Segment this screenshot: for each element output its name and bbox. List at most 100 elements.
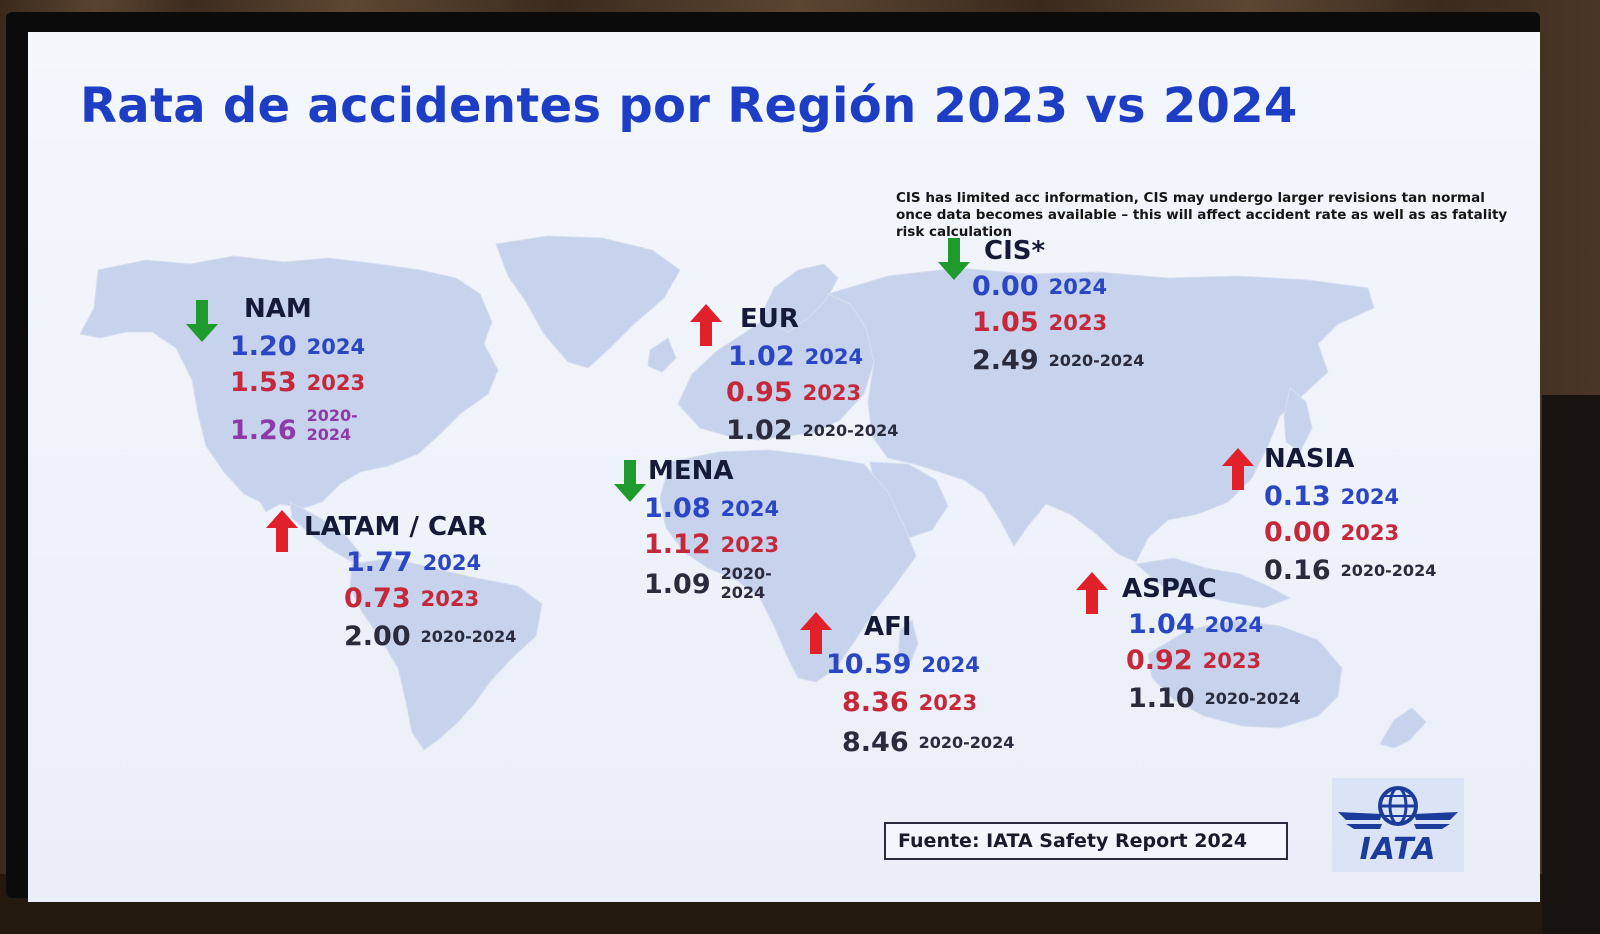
cis-disclaimer-note: CIS has limited acc information, CIS may… <box>896 190 1508 240</box>
rate-2023-row: 0.00 2023 <box>1264 518 1399 548</box>
rate-2024-row: 0.00 2024 <box>972 272 1107 302</box>
rate-2023-label: 2023 <box>1048 311 1108 335</box>
rate-average-value: 2.49 <box>972 345 1039 376</box>
rate-average-value: 1.02 <box>726 415 793 446</box>
tv-bezel: Rata de accidentes por Región 2023 vs 20… <box>6 12 1540 902</box>
rate-2024-label: 2024 <box>804 345 864 369</box>
rate-average-label: 2020-2024 <box>1204 689 1301 708</box>
rate-average-label: 2020-2024 <box>720 564 772 602</box>
rate-2023-value: 0.95 <box>726 377 793 408</box>
region-name: NASIA <box>1264 444 1355 474</box>
rate-2024-row: 10.59 2024 <box>826 650 980 680</box>
region-name: ASPAC <box>1122 574 1217 604</box>
landmass-new-zealand <box>1379 707 1427 749</box>
world-map <box>79 235 1427 751</box>
landmass-uk <box>647 337 677 373</box>
rate-2023-row: 0.73 2023 <box>344 584 479 614</box>
rate-average-row: 2.49 2020-2024 <box>972 346 1144 376</box>
landmass-central-america <box>289 501 363 563</box>
up-arrow-icon <box>1076 572 1108 614</box>
rate-2024-label: 2024 <box>422 551 482 575</box>
rate-average-value: 0.16 <box>1264 555 1331 586</box>
rate-2023-label: 2023 <box>306 371 366 395</box>
rate-average-value: 2.00 <box>344 621 411 652</box>
landmass-north-america <box>79 255 499 513</box>
rate-2024-label: 2024 <box>720 497 780 521</box>
rate-2024-value: 0.00 <box>972 271 1039 302</box>
landmass-southeast-asia <box>1134 557 1292 609</box>
rate-2023-value: 1.53 <box>230 367 297 398</box>
rate-average-label: 2020-2024 <box>1340 561 1437 580</box>
rate-2024-row: 1.02 2024 <box>728 342 863 372</box>
landmass-madagascar <box>897 619 919 669</box>
region-name: AFI <box>864 612 912 642</box>
rate-2024-label: 2024 <box>921 653 980 677</box>
iata-logo-text: IATA <box>1359 832 1437 867</box>
up-arrow-icon <box>1222 448 1254 490</box>
region-name: CIS* <box>984 236 1046 266</box>
rate-average-label: 2020-2024 <box>1048 351 1145 370</box>
rate-average-row: 1.10 2020-2024 <box>1128 684 1300 714</box>
rate-2023-value: 0.92 <box>1126 645 1193 676</box>
rate-2023-row: 0.92 2023 <box>1126 646 1261 676</box>
rate-2024-value: 1.77 <box>346 547 413 578</box>
rate-average-row: 1.26 2020-2024 <box>230 406 367 446</box>
rate-average-row: 0.16 2020-2024 <box>1264 556 1436 586</box>
rate-2023-label: 2023 <box>1202 649 1262 673</box>
region-name: LATAM / CAR <box>304 512 488 542</box>
region-name: MENA <box>648 456 734 486</box>
rate-2024-label: 2024 <box>1048 275 1108 299</box>
landmass-scandinavia <box>759 263 839 333</box>
rate-2024-value: 1.04 <box>1128 609 1195 640</box>
rate-2024-row: 1.04 2024 <box>1128 610 1263 640</box>
rate-average-label: 2020-2024 <box>306 406 358 444</box>
rate-2023-label: 2023 <box>802 381 862 405</box>
rate-2023-value: 0.00 <box>1264 517 1331 548</box>
rate-average-row: 2.00 2020-2024 <box>344 622 516 652</box>
rate-2023-value: 1.12 <box>644 529 711 560</box>
rate-average-row: 1.09 2020-2024 <box>644 564 781 602</box>
rate-2023-row: 1.05 2023 <box>972 308 1107 338</box>
page-title: Rata de accidentes por Región 2023 vs 20… <box>80 78 1298 134</box>
landmass-africa <box>659 449 917 683</box>
rate-2024-row: 1.20 2024 <box>230 332 365 362</box>
rate-2023-row: 0.95 2023 <box>726 378 861 408</box>
rate-average-value: 1.09 <box>644 569 711 600</box>
rate-2023-row: 8.36 2023 <box>842 688 977 718</box>
down-arrow-icon <box>186 300 218 342</box>
landmass-greenland <box>495 235 681 369</box>
source-citation: Fuente: IATA Safety Report 2024 <box>884 822 1288 860</box>
landmass-south-america <box>349 557 543 751</box>
rate-2023-row: 1.12 2023 <box>644 530 779 560</box>
rate-2024-row: 0.13 2024 <box>1264 482 1399 512</box>
up-arrow-icon <box>800 612 832 654</box>
rate-average-label: 2020-2024 <box>918 733 1015 752</box>
iata-logo: IATA <box>1332 778 1464 872</box>
rate-2024-label: 2024 <box>306 335 366 359</box>
rate-2024-value: 1.20 <box>230 331 297 362</box>
rate-2024-value: 1.02 <box>728 341 795 372</box>
rate-2024-row: 1.77 2024 <box>346 548 481 578</box>
region-name: EUR <box>740 304 799 334</box>
down-arrow-icon <box>938 238 970 280</box>
rate-2024-label: 2024 <box>1204 613 1264 637</box>
up-arrow-icon <box>690 304 722 346</box>
globe-icon <box>1338 786 1458 829</box>
landmass-australia <box>1147 619 1343 729</box>
speaker-cabinet <box>1542 395 1600 934</box>
rate-2023-label: 2023 <box>918 691 978 715</box>
rate-2024-label: 2024 <box>1340 485 1400 509</box>
rate-2023-row: 1.53 2023 <box>230 368 365 398</box>
rate-2023-label: 2023 <box>1340 521 1400 545</box>
landmass-japan <box>1283 387 1313 453</box>
rate-2023-value: 1.05 <box>972 307 1039 338</box>
rate-average-row: 1.02 2020-2024 <box>726 416 898 446</box>
slide-screen: Rata de accidentes por Región 2023 vs 20… <box>28 32 1540 902</box>
rate-average-value: 8.46 <box>842 727 909 758</box>
rate-2024-value: 10.59 <box>826 649 912 680</box>
rate-2024-value: 1.08 <box>644 493 711 524</box>
rate-average-value: 1.10 <box>1128 683 1195 714</box>
rate-average-value: 1.26 <box>230 415 297 446</box>
rate-average-label: 2020-2024 <box>802 421 899 440</box>
up-arrow-icon <box>266 510 298 552</box>
